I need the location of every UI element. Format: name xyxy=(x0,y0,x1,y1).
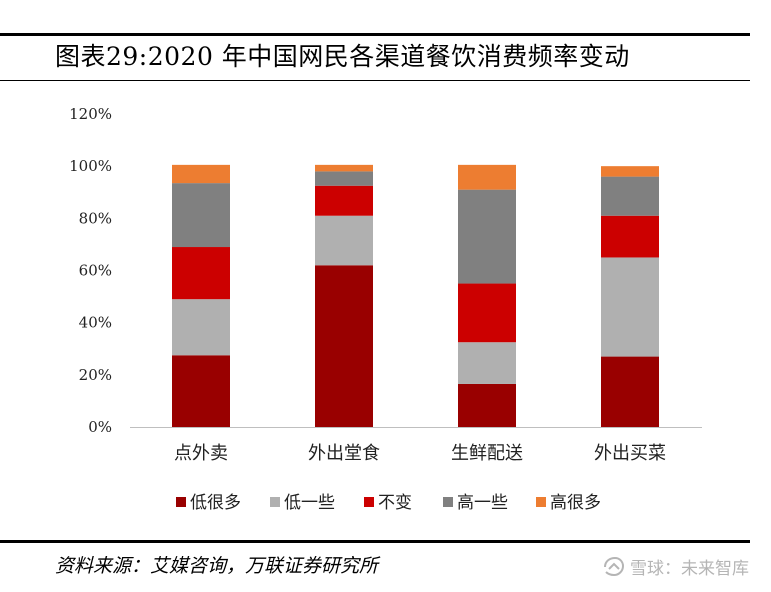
stacked-bar-chart: 0% 20% 40% 60% 80% 100% 120% 点外卖 外出堂食 生鲜配送 外出买菜 低… xyxy=(69,105,702,513)
bar-segment xyxy=(601,257,659,357)
y-tick-label: 80% xyxy=(79,209,112,227)
bar-segment xyxy=(315,185,373,216)
source-note: 资料来源：艾媒咨询，万联证券研究所 xyxy=(55,555,379,577)
x-category-label: 外出堂食 xyxy=(308,443,380,464)
bar-segment xyxy=(172,299,230,356)
y-tick-label: 40% xyxy=(79,314,112,332)
x-category-label: 点外卖 xyxy=(174,443,228,464)
y-tick-label: 100% xyxy=(69,157,112,175)
y-tick-label: 20% xyxy=(79,366,112,384)
legend-swatch xyxy=(443,497,453,507)
watermark-text: 雪球：未来智库 xyxy=(630,559,749,579)
y-axis: 0% 20% 40% 60% 80% 100% 120% xyxy=(69,105,112,436)
bar-segment xyxy=(315,164,373,172)
bar-segment xyxy=(601,176,659,216)
bar-segment xyxy=(172,164,230,184)
legend-label: 高很多 xyxy=(550,493,601,513)
chart-title: 图表29:2020 年中国网民各渠道餐饮消费频率变动 xyxy=(55,42,630,71)
x-axis: 点外卖 外出堂食 生鲜配送 外出买菜 xyxy=(130,427,702,464)
legend-label: 低很多 xyxy=(190,493,241,513)
bar-segment xyxy=(172,355,230,427)
snowball-logo-icon xyxy=(604,556,625,576)
title-rule xyxy=(0,80,750,81)
bar-segment xyxy=(458,283,516,343)
bar-segment xyxy=(601,215,659,258)
bar-segment xyxy=(601,166,659,177)
top-rule xyxy=(0,33,750,36)
bar-segment xyxy=(458,164,516,190)
y-tick-label: 120% xyxy=(69,105,112,123)
bar-segment xyxy=(458,189,516,284)
x-category-label: 外出买菜 xyxy=(594,443,666,464)
legend-label: 高一些 xyxy=(457,493,508,513)
legend-swatch xyxy=(536,497,546,507)
bottom-rule xyxy=(0,540,750,543)
bar-segment xyxy=(458,383,516,427)
bar-segment xyxy=(601,356,659,427)
x-category-label: 生鲜配送 xyxy=(451,443,523,464)
legend-swatch xyxy=(270,497,280,507)
bar-segment xyxy=(172,183,230,248)
bar-segment xyxy=(315,265,373,427)
legend: 低很多 低一些 不变 高一些 高很多 xyxy=(176,493,601,513)
bar-segment xyxy=(315,215,373,266)
legend-swatch xyxy=(364,497,374,507)
watermark: 雪球：未来智库 xyxy=(602,554,749,579)
bar-segment xyxy=(315,171,373,186)
bar-segment xyxy=(458,342,516,384)
y-tick-label: 0% xyxy=(88,418,112,436)
bar-segment xyxy=(172,247,230,300)
legend-label: 不变 xyxy=(378,493,412,513)
legend-label: 低一些 xyxy=(284,493,335,513)
bars xyxy=(172,164,659,427)
y-tick-label: 60% xyxy=(79,262,112,280)
legend-swatch xyxy=(176,497,186,507)
